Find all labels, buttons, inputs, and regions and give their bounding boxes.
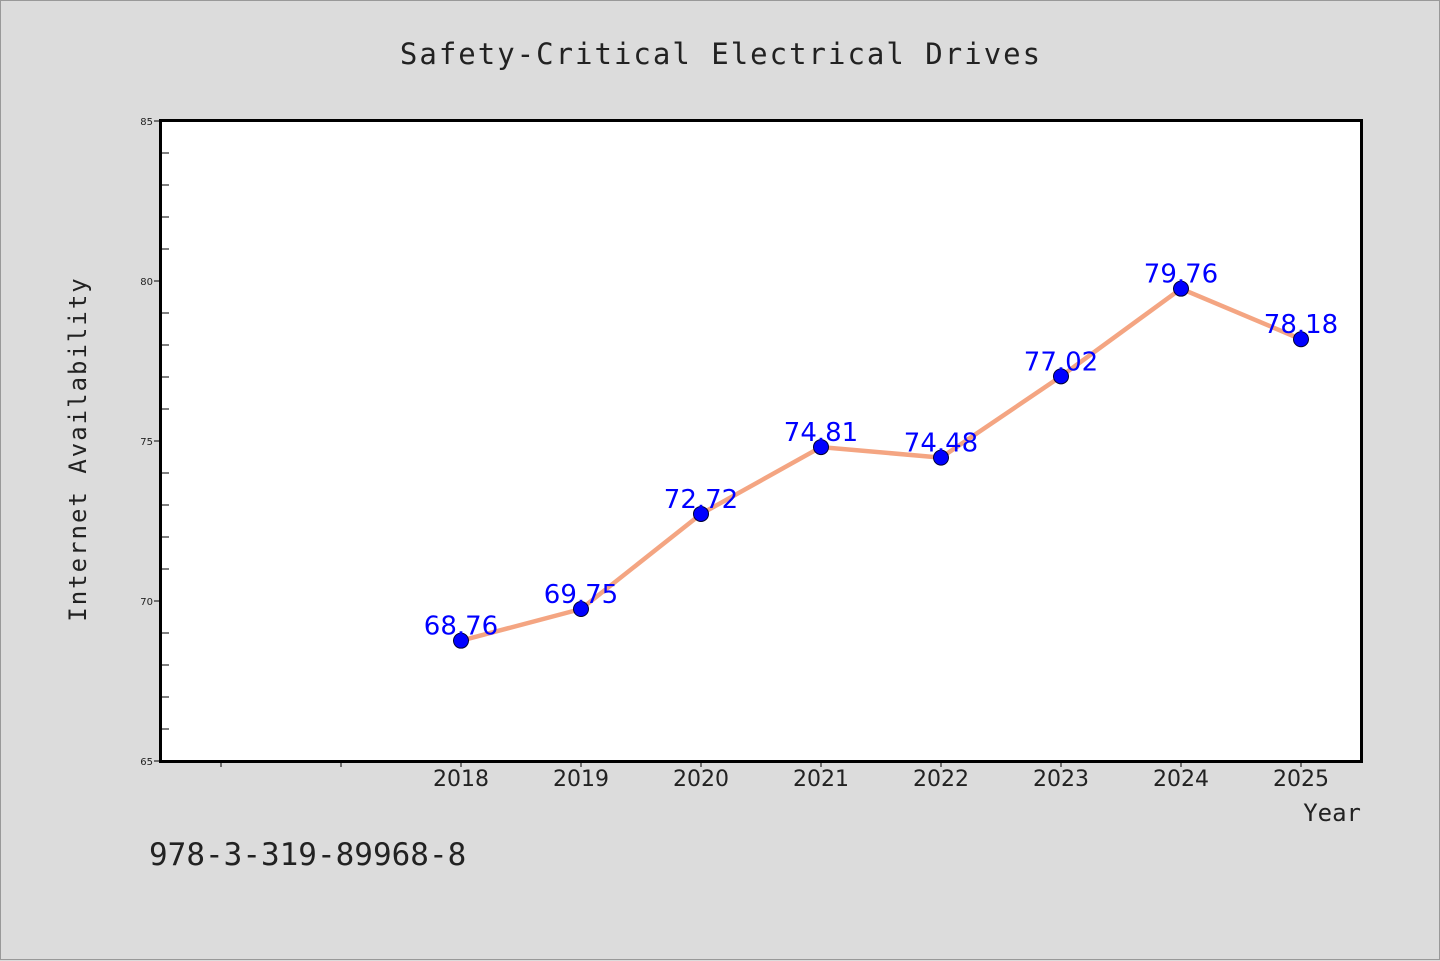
x-tick-label: 2025	[1273, 767, 1329, 792]
data-point	[933, 449, 949, 466]
y-tick-label: 65	[140, 757, 153, 768]
x-axis-label: Year	[1303, 799, 1361, 827]
y-axis-label: Internet Availability	[64, 276, 92, 621]
y-tick-label: 80	[140, 277, 153, 288]
y-tick-label: 85	[140, 117, 153, 128]
x-axis: 2018 2019 2020 2021 2022 2023 2024 2025	[220, 761, 1329, 792]
data-point	[1053, 368, 1069, 385]
x-tick-label: 2021	[793, 767, 849, 792]
data-label: 77.02	[1024, 347, 1098, 377]
x-tick-label: 2020	[673, 767, 729, 792]
series-layer: 68.76 69.75 72.72 74.81 74.48 77.02 79.76 78.18	[424, 260, 1338, 649]
plot-area	[159, 119, 1363, 763]
y-tick-label: 70	[140, 597, 153, 608]
data-label: 74.81	[784, 418, 858, 448]
y-tick-label: 75	[140, 437, 153, 448]
isbn-text: 978-3-319-89968-8	[149, 837, 466, 873]
data-point	[813, 439, 829, 456]
x-tick-label: 2024	[1153, 767, 1209, 792]
data-label: 78.18	[1264, 310, 1338, 340]
data-point	[453, 632, 469, 649]
data-label: 69.75	[544, 580, 618, 610]
data-point	[693, 505, 709, 522]
data-point	[573, 601, 589, 617]
x-tick-label: 2019	[553, 767, 609, 792]
series-line	[458, 286, 1304, 643]
y-axis: 65 70 75 80 85	[140, 117, 169, 768]
x-tick-label: 2022	[913, 767, 969, 792]
data-point	[1293, 331, 1309, 348]
data-point	[1173, 280, 1189, 297]
data-label: 74.48	[904, 429, 978, 459]
chart-title: Safety-Critical Electrical Drives	[400, 37, 1042, 71]
data-label: 79.76	[1144, 260, 1218, 290]
data-label: 68.76	[424, 612, 498, 642]
x-tick-label: 2023	[1033, 767, 1089, 792]
x-tick-label: 2018	[433, 767, 489, 792]
data-label: 72.72	[664, 485, 738, 515]
